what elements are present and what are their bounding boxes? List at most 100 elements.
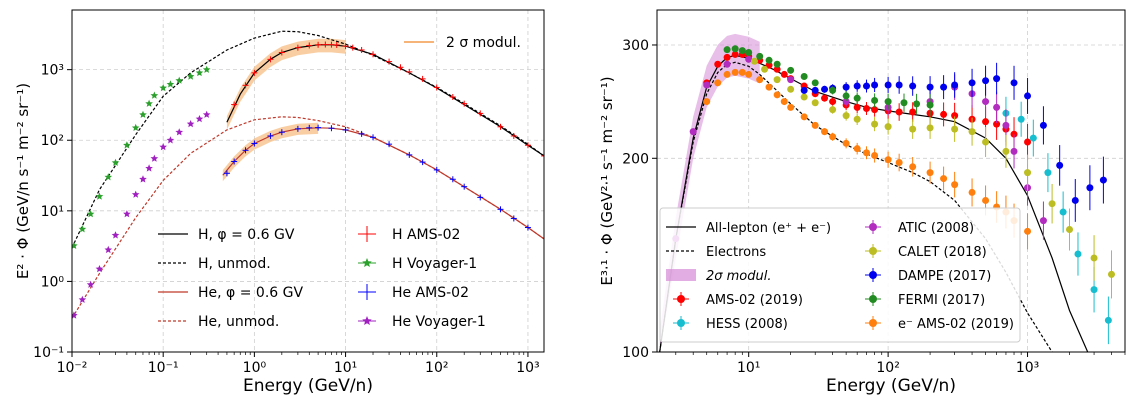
legend-marker [869, 319, 877, 327]
data-point [714, 60, 722, 68]
data-point [111, 231, 120, 239]
data-point [703, 81, 711, 89]
series-all-lepton-e-e [659, 54, 1089, 352]
data-point [202, 110, 211, 118]
data-point [842, 92, 850, 100]
data-point [145, 164, 153, 172]
data-point [166, 136, 175, 144]
data-point [78, 295, 87, 303]
data-point [745, 70, 753, 78]
legend-label: HESS (2008) [706, 317, 788, 332]
data-point [111, 158, 120, 166]
legend-entry-he-voyager-1: He Voyager-1 [358, 314, 486, 330]
legend-label: CALET (2018) [898, 245, 987, 260]
data-point [829, 133, 837, 141]
data-point [842, 83, 850, 91]
data-point [1059, 208, 1067, 216]
y-tick-label: 200 [622, 151, 649, 167]
series-h-0-6-gv [226, 44, 544, 157]
data-point [756, 52, 764, 60]
legend-star [362, 258, 372, 267]
data-point [1099, 176, 1107, 184]
left-axes-frame [71, 9, 545, 353]
data-point [821, 94, 829, 102]
data-point [1017, 115, 1025, 123]
legend-marker [869, 295, 877, 303]
data-point [104, 173, 113, 181]
x-tick-label: 10¹ [737, 360, 760, 376]
data-point [689, 128, 697, 136]
data-point [731, 45, 739, 53]
data-point [895, 159, 903, 167]
data-point [159, 143, 167, 151]
y-tick-label: 300 [622, 38, 649, 54]
legend-entry-h-unmod: H, unmod. [158, 256, 271, 272]
data-point [765, 83, 773, 91]
data-point [175, 76, 184, 84]
data-point [940, 110, 948, 118]
data-point [202, 65, 211, 73]
data-point [1024, 138, 1032, 146]
data-point [780, 70, 788, 78]
data-point [871, 106, 879, 114]
data-point [195, 68, 204, 77]
series-h-voyager-1 [72, 65, 211, 249]
legend-label: H, φ = 0.6 GV [198, 227, 295, 243]
series-he-voyager-1 [72, 110, 211, 319]
data-point [72, 241, 78, 249]
data-point [871, 152, 879, 160]
data-point [86, 210, 95, 218]
data-point [773, 65, 781, 73]
data-point [909, 108, 917, 116]
data-point [1107, 270, 1115, 278]
legend-label: 2σ modul. [706, 269, 772, 284]
legend-entry-h-voyager-1: H Voyager-1 [358, 256, 477, 272]
data-point [982, 196, 990, 204]
data-point [745, 55, 753, 63]
data-point [842, 139, 850, 147]
data-point [159, 84, 167, 92]
data-point [1090, 254, 1098, 262]
data-point [863, 149, 871, 157]
data-point [95, 265, 104, 273]
data-point [940, 175, 948, 183]
series-h-unmod [72, 30, 544, 248]
data-point [884, 81, 892, 89]
data-point [166, 80, 175, 88]
data-point [829, 86, 837, 94]
data-point [926, 83, 934, 91]
right-ticks: 10¹ 10² 10³ 100 200 300 [622, 38, 1126, 376]
right-y-axis-label: E³·¹ · Φ (GeV²·¹ s⁻¹ m⁻² sr⁻¹) [598, 76, 616, 285]
legend-entry-he-ams-02: He AMS-02 [358, 284, 469, 301]
data-point [913, 100, 921, 108]
data-point [800, 113, 808, 121]
data-point [982, 98, 990, 106]
legend-marker [869, 247, 877, 255]
data-point [1074, 250, 1082, 258]
data-point [723, 70, 731, 78]
y-tick-label: 10² [41, 133, 64, 149]
data-point [909, 163, 917, 171]
data-point [1010, 130, 1018, 138]
data-point [195, 115, 204, 123]
series-fermi-2017 [723, 45, 934, 117]
data-point [968, 188, 976, 196]
data-point [703, 98, 711, 106]
legend-entry-e-ams-02-2019: e⁻ AMS-02 (2019) [865, 316, 1014, 332]
series-hess-2008 [1002, 96, 1112, 345]
series-he-unmod [72, 116, 544, 319]
legend-entry-he-unmod: He, unmod. [158, 314, 279, 330]
data-point [123, 141, 131, 149]
data-point [86, 280, 95, 288]
data-point [745, 49, 753, 57]
data-point [900, 99, 908, 107]
he-modulation-band [222, 122, 319, 182]
series-h-ams-02 [231, 41, 544, 159]
data-point [95, 192, 104, 200]
legend-label: FERMI (2017) [898, 293, 985, 308]
legend-entry-electrons: Electrons [666, 245, 766, 260]
data-point [951, 181, 959, 189]
data-point [731, 50, 739, 58]
left-series [72, 30, 544, 319]
